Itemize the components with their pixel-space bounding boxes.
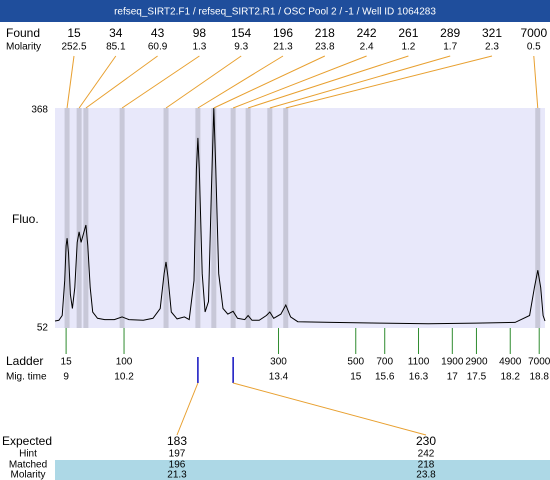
expected-row-label: Hint <box>19 449 37 460</box>
molarity-row-bg <box>55 470 550 480</box>
found-size: 289 <box>440 26 460 40</box>
peak-leader <box>66 55 75 109</box>
peak-leader <box>213 55 326 109</box>
peak-band <box>211 108 217 328</box>
expected-leader <box>233 382 427 436</box>
ladder-time: 10.2 <box>114 372 134 383</box>
found-size: 98 <box>193 26 207 40</box>
found-molarity: 252.5 <box>61 42 86 53</box>
found-molarity: 23.8 <box>315 42 335 53</box>
peak-band <box>283 108 289 328</box>
peak-leader <box>533 55 539 109</box>
ladder-size: 2900 <box>465 357 488 368</box>
found-size: 196 <box>273 26 293 40</box>
expected-expected: 183 <box>167 434 187 448</box>
peak-leader <box>232 55 367 109</box>
molarity-label: Molarity <box>6 42 41 53</box>
ladder-time: 9 <box>63 372 69 383</box>
ladder-size: 4900 <box>499 357 522 368</box>
found-size: 154 <box>231 26 251 40</box>
title: refseq_SIRT2.F1 / refseq_SIRT2.R1 / OSC … <box>114 7 436 18</box>
expected-hint: 242 <box>418 449 435 460</box>
ladder-size: 100 <box>116 357 133 368</box>
found-size: 7000 <box>520 26 547 40</box>
y-tick-label: 368 <box>31 105 48 116</box>
ladder-time: 13.4 <box>269 372 289 383</box>
expected-hint: 197 <box>169 449 186 460</box>
ladder-size: 15 <box>61 357 73 368</box>
found-size: 261 <box>398 26 418 40</box>
title-bar <box>0 0 550 22</box>
ladder-size: 300 <box>270 357 287 368</box>
found-molarity: 1.3 <box>192 42 206 53</box>
ladder-size: 700 <box>376 357 393 368</box>
peak-band <box>195 108 201 328</box>
found-size: 218 <box>315 26 335 40</box>
peak-band <box>83 108 89 328</box>
ladder-size: 1100 <box>408 357 430 368</box>
trace <box>54 107 546 325</box>
y-axis-label: Fluo. <box>12 212 39 226</box>
ladder-time: 15 <box>350 372 362 383</box>
found-molarity: 0.5 <box>527 42 541 53</box>
peak-leader <box>78 55 117 109</box>
found-size: 34 <box>109 26 123 40</box>
found-size: 321 <box>482 26 502 40</box>
found-molarity: 1.2 <box>401 42 415 53</box>
found-molarity: 1.7 <box>443 42 457 53</box>
found-molarity: 2.4 <box>360 42 374 53</box>
ladder-time: 15.6 <box>375 372 395 383</box>
expected-matched: 196 <box>169 460 186 471</box>
expected-row-label: Matched <box>9 460 47 471</box>
peak-band <box>230 108 236 328</box>
ladder-time: 18.2 <box>501 372 521 383</box>
found-size: 15 <box>67 26 81 40</box>
peak-leader <box>165 55 242 109</box>
peak-band <box>119 108 125 328</box>
expected-row-label: Molarity <box>10 470 45 480</box>
peak-band <box>267 108 273 328</box>
expected-leader <box>176 382 199 436</box>
peak-leader <box>269 55 451 109</box>
peak-band <box>245 108 251 328</box>
ladder-size: 7000 <box>528 357 550 368</box>
peak-leader <box>285 55 493 109</box>
peak-band <box>76 108 82 328</box>
peak-leader <box>197 55 284 109</box>
matched-row-bg <box>55 460 550 470</box>
found-molarity: 85.1 <box>106 42 126 53</box>
y-tick-label: 52 <box>37 323 49 334</box>
found-molarity: 21.3 <box>273 42 293 53</box>
ladder-size: 500 <box>347 357 364 368</box>
plot-area <box>55 108 545 328</box>
found-molarity: 9.3 <box>234 42 248 53</box>
ladder-size: 1900 <box>441 357 464 368</box>
peak-leader <box>247 55 409 109</box>
peak-leader <box>121 55 200 109</box>
ladder-time: 17 <box>447 372 459 383</box>
peak-band <box>64 108 70 328</box>
expected-expected: 230 <box>416 434 436 448</box>
peak-band <box>163 108 169 328</box>
expected-molarity: 23.8 <box>416 470 436 480</box>
ladder-time: 16.3 <box>409 372 429 383</box>
expected-row-label: Expected <box>2 434 52 448</box>
found-molarity: 60.9 <box>148 42 168 53</box>
expected-molarity: 21.3 <box>167 470 187 480</box>
found-label: Found <box>6 26 40 40</box>
peak-band <box>535 108 541 328</box>
mig-time-label: Mig. time <box>6 372 47 383</box>
expected-matched: 218 <box>418 460 435 471</box>
found-size: 43 <box>151 26 165 40</box>
found-molarity: 2.3 <box>485 42 499 53</box>
peak-leader <box>85 55 158 109</box>
found-size: 242 <box>357 26 377 40</box>
ladder-label: Ladder <box>6 354 43 368</box>
ladder-time: 18.8 <box>529 372 549 383</box>
ladder-time: 17.5 <box>467 372 487 383</box>
